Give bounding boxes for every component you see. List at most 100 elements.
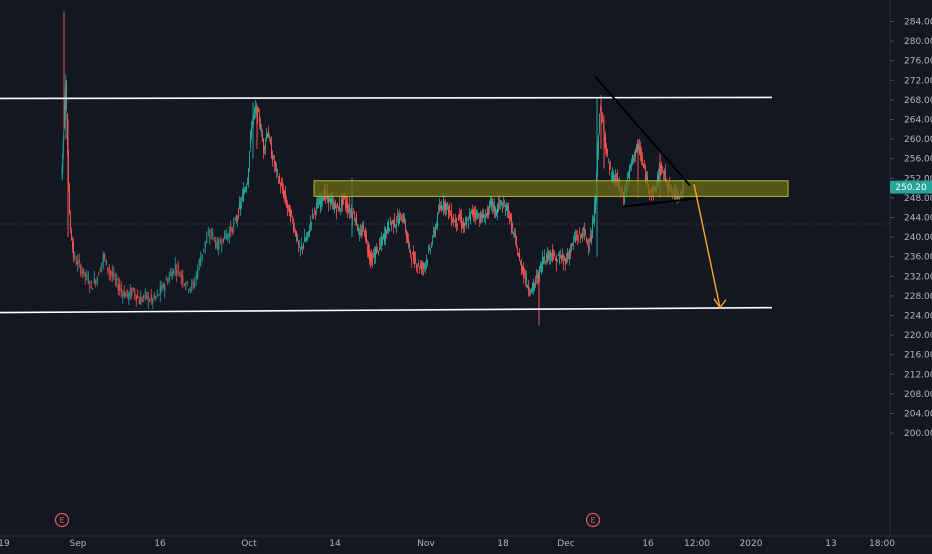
- candle-body: [261, 130, 262, 132]
- candle: [84, 272, 86, 285]
- candle-body: [309, 229, 310, 237]
- candle-body: [643, 163, 644, 168]
- candle-body: [427, 260, 428, 264]
- candle: [104, 252, 106, 262]
- candle-body: [570, 251, 571, 253]
- candle: [243, 182, 244, 203]
- candle-body: [410, 250, 411, 255]
- price-tick-label: 256.00: [904, 155, 932, 165]
- candle: [284, 190, 285, 203]
- time-axis[interactable]: 19 Sep 16 Oct 14 Nov 18 Dec 16 12:00 2020 13 18:00: [0, 535, 932, 549]
- candle-body: [144, 291, 146, 293]
- candle: [583, 226, 584, 238]
- candle: [550, 249, 551, 265]
- candle-body: [561, 255, 562, 262]
- candle: [434, 227, 435, 237]
- candle: [467, 217, 468, 221]
- candle-body: [317, 201, 318, 203]
- candle-body: [186, 281, 188, 284]
- target-arrow-shaft[interactable]: [693, 184, 721, 308]
- candle-body: [610, 166, 611, 169]
- candle-body: [308, 231, 309, 234]
- candle: [495, 206, 496, 219]
- candle: [74, 251, 76, 261]
- candle-body: [288, 205, 289, 206]
- candle-body: [661, 164, 662, 171]
- candle-body: [576, 235, 577, 237]
- candle-body: [395, 225, 396, 228]
- candle: [246, 183, 247, 194]
- candle: [555, 256, 556, 262]
- time-tick-label: Dec: [557, 539, 574, 549]
- candle: [170, 268, 172, 277]
- candle-body: [430, 249, 431, 251]
- price-axis[interactable]: 284.00 280.00 276.00 272.00 268.00 264.00 260.…: [889, 0, 932, 536]
- candle: [484, 214, 485, 223]
- candle: [641, 146, 642, 165]
- earnings-marker[interactable]: E: [54, 512, 70, 528]
- candle-body: [177, 265, 179, 269]
- candle: [492, 198, 493, 215]
- candle-body: [415, 258, 416, 262]
- resistance-zone[interactable]: [313, 180, 789, 197]
- candle: [62, 153, 64, 174]
- candle: [162, 282, 164, 290]
- candle-body: [471, 209, 472, 212]
- candle: [250, 129, 251, 152]
- candle: [401, 214, 402, 222]
- earnings-marker[interactable]: E: [585, 512, 601, 528]
- candle: [428, 244, 429, 254]
- candle: [90, 280, 92, 289]
- candle-body: [90, 281, 92, 283]
- candle: [589, 238, 590, 253]
- candle: [519, 248, 520, 262]
- wedge-upper-line[interactable]: [594, 75, 691, 187]
- channel-upper-line[interactable]: [0, 96, 773, 100]
- candle: [545, 260, 546, 264]
- time-tick-label: Oct: [241, 539, 257, 549]
- candle: [499, 194, 500, 209]
- candle: [521, 258, 522, 276]
- candle: [72, 236, 73, 253]
- candle-body: [521, 263, 522, 271]
- price-tick-label: 264.00: [904, 116, 932, 126]
- candle-body: [615, 175, 616, 181]
- candle-body: [514, 234, 515, 236]
- wedge-lower-line[interactable]: [621, 196, 704, 208]
- channel-lower-line[interactable]: [0, 306, 773, 314]
- candle: [551, 252, 552, 262]
- candle: [279, 173, 280, 184]
- candle: [398, 212, 399, 227]
- candle-body: [400, 212, 401, 214]
- candle-body: [517, 251, 518, 256]
- candle: [180, 270, 182, 286]
- candle: [541, 261, 542, 276]
- candle-body: [461, 216, 462, 227]
- candle-body: [192, 281, 194, 285]
- drawings-layer[interactable]: [0, 75, 789, 314]
- candle-body: [302, 246, 303, 248]
- candle: [566, 253, 567, 265]
- candle-body: [436, 224, 437, 227]
- candle-body: [72, 241, 73, 248]
- candle-body: [473, 209, 474, 216]
- candle-body: [138, 299, 140, 304]
- candle: [132, 287, 134, 292]
- candle-body: [586, 236, 587, 243]
- candle-body: [438, 212, 439, 214]
- candle-body: [119, 284, 121, 290]
- candle-body: [126, 289, 128, 296]
- candle-body: [260, 123, 261, 130]
- candle-body: [122, 293, 124, 296]
- candle-body: [623, 198, 624, 200]
- candle: [402, 213, 403, 223]
- candle-body: [428, 250, 429, 253]
- candle: [164, 282, 166, 299]
- candle: [630, 163, 631, 172]
- candle: [272, 150, 273, 167]
- candle: [107, 267, 109, 275]
- candle-body: [417, 265, 418, 267]
- candle-body: [496, 210, 497, 217]
